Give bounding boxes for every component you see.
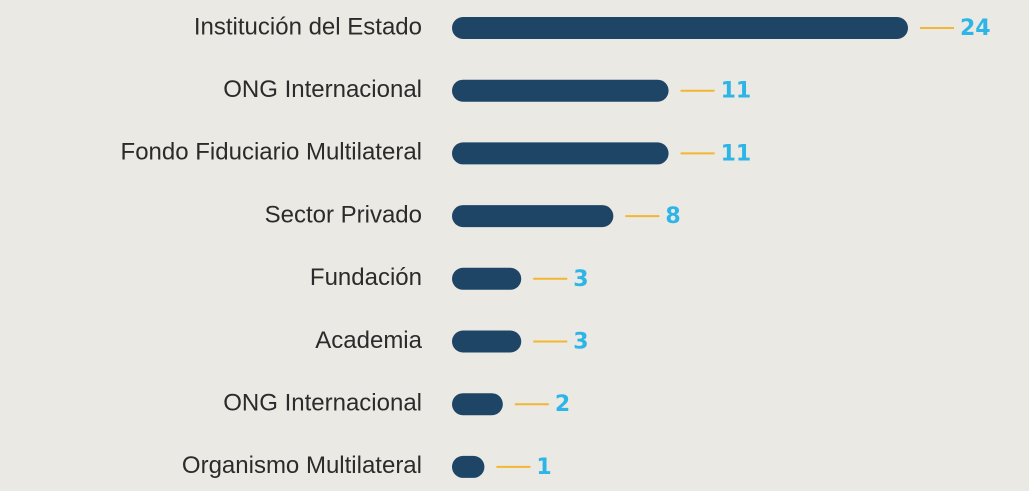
value-label: 24 [960,16,991,41]
category-label: Sector Privado [265,201,422,228]
category-label: ONG Internacional [223,76,422,103]
value-label: 3 [573,267,588,292]
bar [452,330,522,353]
bar [452,17,908,39]
value-label: 11 [721,79,752,104]
value-label: 11 [721,141,752,166]
category-label: Institución del Estado [194,13,422,40]
category-label: Organismo Multilateral [182,452,422,479]
value-label: 3 [573,330,588,355]
bar [452,393,503,416]
bar [452,455,485,478]
category-label: Fondo Fiduciario Multilateral [121,139,422,166]
value-label: 8 [665,204,680,229]
category-label: ONG Internacional [223,390,422,417]
bar [452,205,614,228]
value-label: 2 [555,392,570,417]
bar [452,267,522,290]
bar [452,142,669,165]
category-label: Academia [315,327,422,354]
value-label: 1 [536,455,551,480]
bar [452,79,669,102]
category-label: Fundación [310,264,422,291]
